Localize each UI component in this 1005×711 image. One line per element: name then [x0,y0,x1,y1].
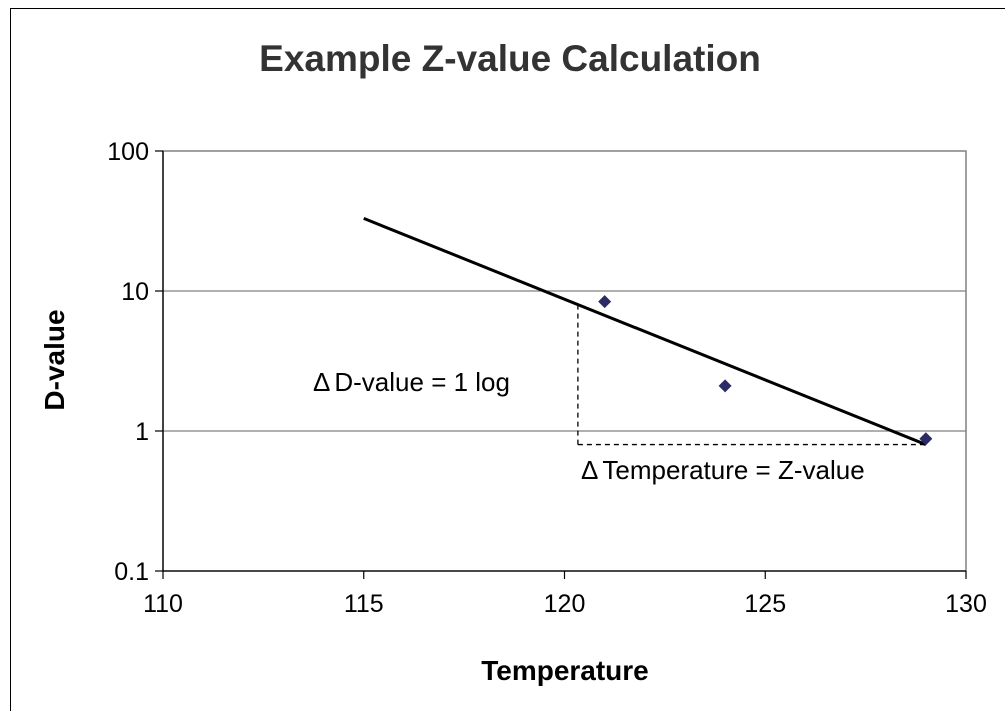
chart-frame [10,8,1005,711]
y-tick-label-0: 100 [107,138,149,166]
x-axis-title: Temperature [481,655,649,686]
trendline [363,217,927,446]
y-tick-label-3: 0.1 [114,558,149,586]
grid [163,290,966,432]
axes: 100 10 1 0.1 110 115 120 125 130 [107,138,987,618]
x-tick-label-4: 130 [945,590,987,618]
delta-t-symbol: Δ [581,455,598,485]
x-tick-label-2: 120 [544,590,586,618]
y-tick-label-1: 10 [121,278,149,306]
chart-title: Example Z-value Calculation [259,38,761,79]
delta-d-symbol: Δ [313,367,330,397]
delta-t-annotation: Δ Temperature = Z-value [581,455,865,485]
data-point-2 [919,432,933,446]
trendline-path [363,217,927,446]
data-points [598,295,933,446]
x-tick-label-1: 115 [344,590,384,618]
plot-area [162,150,967,572]
data-point-0 [598,295,612,309]
x-tick-label-0: 110 [143,590,183,618]
x-tick-label-3: 125 [744,590,786,618]
delta-d-text: D-value = 1 log [334,367,510,397]
y-tick-label-2: 1 [135,418,149,446]
data-point-1 [718,379,732,393]
delta-t-text: Temperature = Z-value [602,455,864,485]
z-value-guides [577,304,926,446]
delta-d-annotation: Δ D-value = 1 log [313,367,510,397]
y-axis-title: D-value [39,309,70,410]
